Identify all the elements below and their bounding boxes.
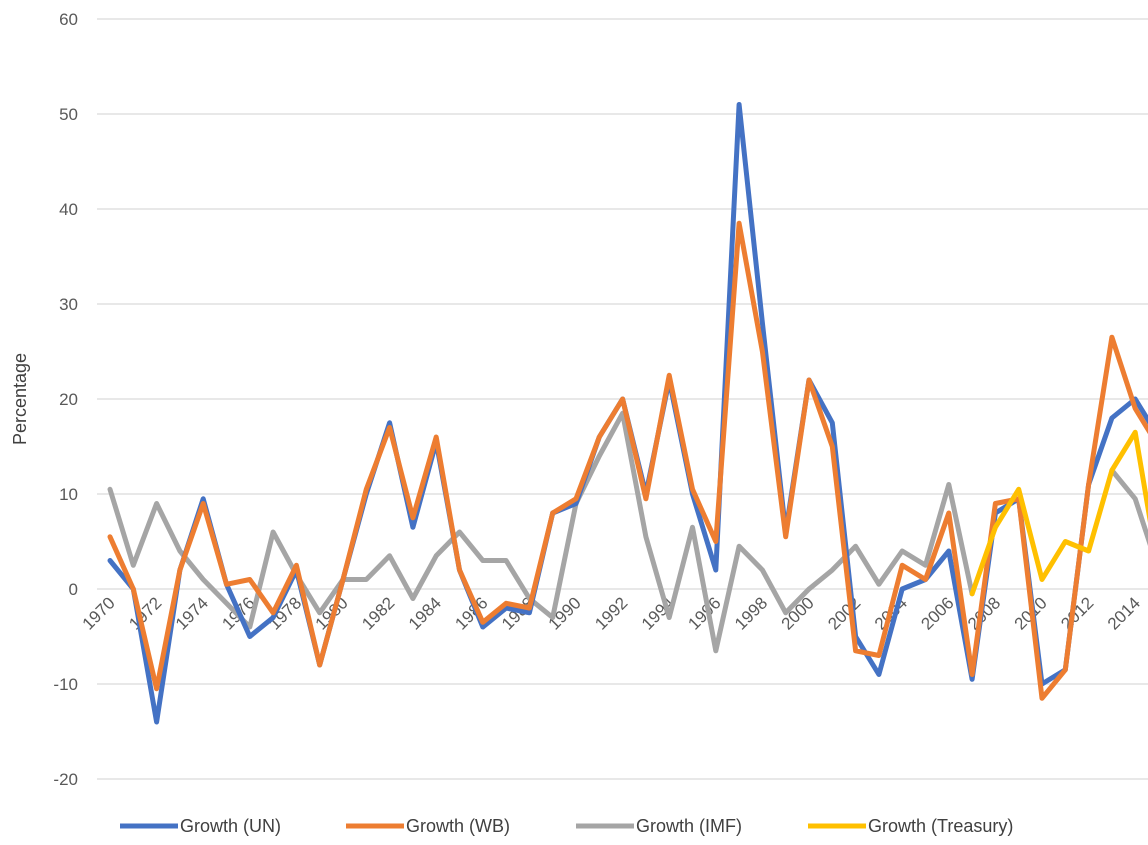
legend-label: Growth (WB)	[406, 816, 510, 836]
legend-label: Growth (Treasury)	[868, 816, 1013, 836]
x-tick-label: 2014	[1104, 593, 1144, 633]
series-line-growth-imf	[1109, 467, 1148, 546]
y-tick-label: 30	[59, 295, 78, 314]
legend-label: Growth (IMF)	[636, 816, 742, 836]
series-line-growth-un	[107, 102, 1148, 725]
series-line-growth-treasury	[969, 429, 1148, 597]
legend: Growth (UN) Growth (WB) Growth (IMF) Growth…	[120, 816, 1013, 836]
y-tick-label: 40	[59, 200, 78, 219]
y-tick-label: 20	[59, 390, 78, 409]
y-tick-label: 50	[59, 105, 78, 124]
x-tick-label: 2006	[917, 593, 957, 633]
legend-label: Growth (UN)	[180, 816, 281, 836]
y-tick-label: 0	[69, 580, 78, 599]
x-tick-label: 1998	[731, 593, 771, 633]
y-tick-label: -10	[53, 675, 78, 694]
series-line-growth-wb	[107, 220, 1148, 701]
y-tick-label: 60	[59, 10, 78, 29]
y-tick-label: 10	[59, 485, 78, 504]
x-tick-label: 1970	[79, 593, 119, 633]
x-tick-label: 1982	[358, 593, 398, 633]
y-axis-ticks: -20 -10 0 10 20 30 40 50 60	[53, 10, 78, 789]
x-tick-label: 2012	[1057, 593, 1097, 633]
y-axis-label: Percentage	[10, 353, 30, 445]
x-tick-label: 1972	[125, 593, 165, 633]
x-tick-label: 2002	[824, 593, 864, 633]
x-tick-label: 1992	[591, 593, 631, 633]
series-line-growth-imf	[107, 410, 975, 654]
series-lines	[107, 102, 1148, 725]
y-tick-label: -20	[53, 770, 78, 789]
